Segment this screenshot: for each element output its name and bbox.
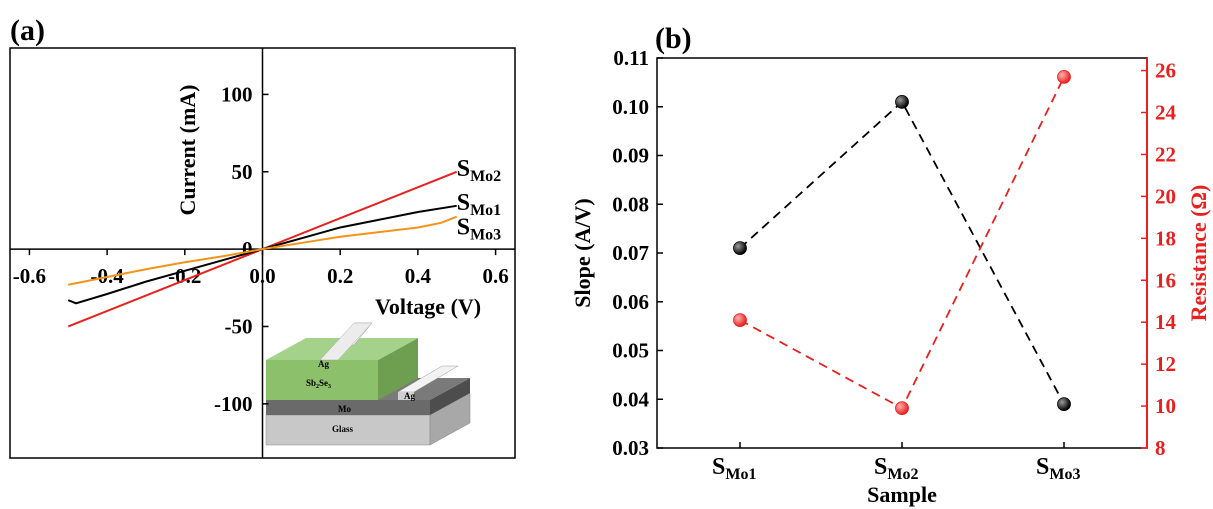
- panel-b-y2-tick-label: 12: [1155, 352, 1176, 376]
- panel-b-y2-tick-label: 20: [1155, 184, 1176, 208]
- panel-b-point-left: [895, 94, 909, 109]
- device-schematic-inset: Ag Sb2Se3 Ag Mo Glass: [265, 322, 471, 446]
- panel-a-x-tick-label: 0.4: [405, 264, 432, 288]
- panel-b-x-tick-label: SMo2: [874, 454, 918, 483]
- panel-b-series-line-right: [739, 76, 1065, 410]
- panel-b-point-right: [733, 313, 747, 327]
- inset-label-absorber: Sb2Se3: [306, 378, 331, 390]
- panel-b-y2-tick-label: 18: [1155, 226, 1176, 250]
- panel-a-y-tick-label: -50: [225, 314, 253, 338]
- panel-a-y-tick-label: 0: [242, 237, 253, 261]
- panel-b-y-tick-label: 0.10: [612, 95, 649, 119]
- panel-b-y-tick-label: 0.04: [612, 387, 649, 411]
- ag-side-front: [398, 392, 414, 400]
- panel-b-y2-tick-label: 26: [1155, 59, 1176, 83]
- panel-b-y-axis-title: Slope (A/V): [570, 198, 595, 307]
- panel-b-label: (b): [655, 22, 692, 55]
- panel-b-point-right: [895, 401, 909, 416]
- mo-side: [430, 378, 470, 415]
- absorber-front: [266, 360, 378, 400]
- panel-b-y2-tick-label: 16: [1155, 268, 1176, 292]
- panel-b-chart: (b) Slope (A/V) Resistance (Ω) Sample 0.…: [570, 22, 1211, 507]
- panel-b-y-tick-label: 0.11: [613, 46, 649, 70]
- panel-b-point-left: [733, 241, 747, 256]
- panel-a-y-tick-label: 100: [221, 82, 253, 106]
- panel-b-point-left: [1057, 397, 1071, 412]
- glass-side: [429, 392, 471, 446]
- inset-label-ag-top: Ag: [318, 359, 329, 369]
- ag-top-stripe: [319, 322, 373, 361]
- panel-b-y-tick-label: 0.09: [612, 144, 649, 168]
- panel-b-frame: [656, 57, 1148, 449]
- absorber-side: [378, 338, 418, 400]
- panel-b-y2-axis-title: Resistance (Ω): [1186, 185, 1211, 322]
- panel-a-y-tick-label: -100: [214, 392, 253, 416]
- panel-b-y2-tick-label: 14: [1155, 310, 1177, 334]
- mo-front: [266, 400, 430, 415]
- panel-b-y2-tick-label: 22: [1155, 142, 1176, 166]
- inset-label-ag-side: Ag: [404, 391, 415, 401]
- panel-a-x-tick-label: 0.6: [482, 264, 508, 288]
- inset-label-mo: Mo: [338, 404, 351, 414]
- panel-b-y2-tick-label: 10: [1155, 394, 1176, 418]
- panel-a-y-tick-label: 50: [232, 160, 253, 184]
- panel-b-y2-tick-label: 24: [1155, 101, 1177, 125]
- panel-b-x-axis-title: Sample: [867, 482, 937, 507]
- panel-b-y-tick-label: 0.06: [612, 290, 649, 314]
- inset-label-glass: Glass: [332, 424, 354, 434]
- series-label-mo3: SMo3: [457, 215, 501, 244]
- panel-a-x-tick-label: -0.6: [13, 264, 46, 288]
- panel-b-y-tick-label: 0.07: [612, 241, 649, 265]
- panel-b-series-line-left: [739, 100, 1065, 405]
- panel-b-y-tick-label: 0.03: [612, 436, 649, 460]
- panel-a-chart: (a) Current (mA) Voltage (V) Ag: [9, 14, 516, 459]
- panel-a-x-axis-title: Voltage (V): [375, 294, 481, 319]
- panel-b-y-tick-label: 0.08: [612, 192, 649, 216]
- panel-a-y-axis-title: Current (mA): [175, 85, 200, 216]
- series-line-mo3: [68, 215, 458, 286]
- panel-a-x-tick-label: 0.0: [249, 264, 275, 288]
- panel-b-y-tick-label: 0.05: [612, 339, 649, 363]
- panel-a-x-tick-label: 0.2: [327, 264, 353, 288]
- series-line-mo1: [67, 204, 457, 305]
- panel-b-point-right: [1057, 69, 1071, 84]
- panel-a-label: (a): [10, 14, 45, 47]
- panel-b-x-tick-label: SMo3: [1036, 454, 1080, 483]
- series-label-mo2: SMo2: [457, 156, 501, 185]
- series-label-mo1: SMo1: [457, 190, 501, 219]
- panel-b-x-tick-label: SMo1: [712, 454, 756, 483]
- panel-b-y2-tick-label: 8: [1155, 436, 1166, 460]
